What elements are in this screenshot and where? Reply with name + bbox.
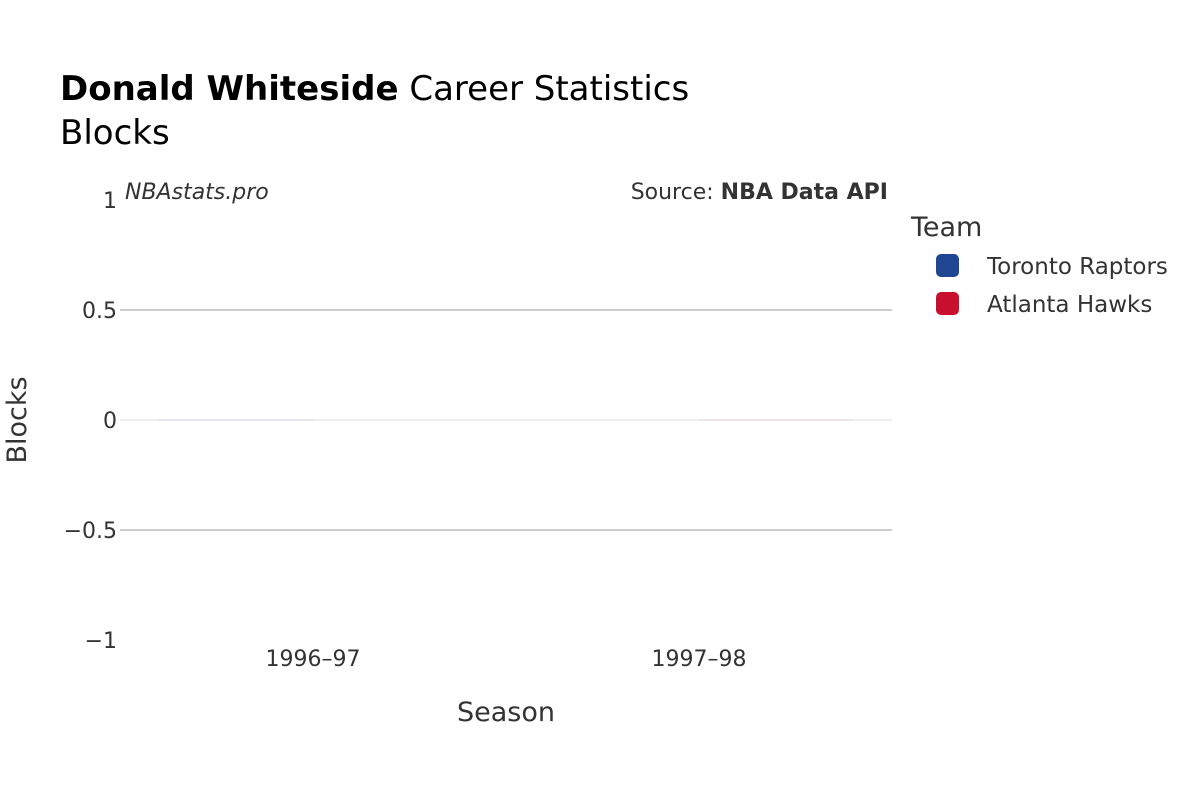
chart-title: Donald Whiteside Career Statistics: [60, 69, 689, 109]
y-tick-labels: −1 −0.5 0 0.5 1: [64, 189, 117, 654]
legend-label-atlanta-hawks: Atlanta Hawks: [987, 292, 1152, 318]
x-axis-title: Season: [457, 697, 555, 728]
source-prefix: Source:: [631, 180, 721, 205]
x-tick-label: 1997–98: [652, 647, 747, 672]
y-tick-label: 0: [103, 409, 117, 434]
y-tick-label: −1: [85, 629, 117, 654]
legend-item-atlanta-hawks[interactable]: Atlanta Hawks: [936, 292, 1152, 318]
legend-label-toronto-raptors: Toronto Raptors: [986, 254, 1168, 280]
legend-swatch-atlanta-hawks: [936, 292, 959, 315]
source-name: NBA Data API: [721, 180, 888, 205]
y-axis-title: Blocks: [2, 376, 33, 463]
bar-toronto-raptors[interactable]: [158, 419, 313, 421]
bar-atlanta-hawks[interactable]: [699, 419, 854, 421]
chart-subtitle: Blocks: [60, 113, 170, 153]
title-rest: Career Statistics: [399, 69, 690, 109]
bars: [158, 419, 854, 421]
y-tick-label: 0.5: [82, 299, 117, 324]
legend-swatch-toronto-raptors: [936, 254, 959, 277]
x-tick-label: 1996–97: [266, 647, 361, 672]
watermark: NBAstats.pro: [125, 180, 269, 205]
y-tick-label: 1: [103, 189, 117, 214]
title-player: Donald Whiteside: [60, 69, 399, 109]
x-tick-labels: 1996–97 1997–98: [266, 647, 747, 672]
legend-title: Team: [910, 212, 982, 243]
legend-item-toronto-raptors[interactable]: Toronto Raptors: [936, 254, 1168, 280]
source-credit: Source: NBA Data API: [631, 180, 888, 205]
gridlines: [120, 309, 892, 531]
legend: Team Toronto Raptors Atlanta Hawks: [910, 212, 1168, 318]
y-tick-label: −0.5: [64, 519, 117, 544]
